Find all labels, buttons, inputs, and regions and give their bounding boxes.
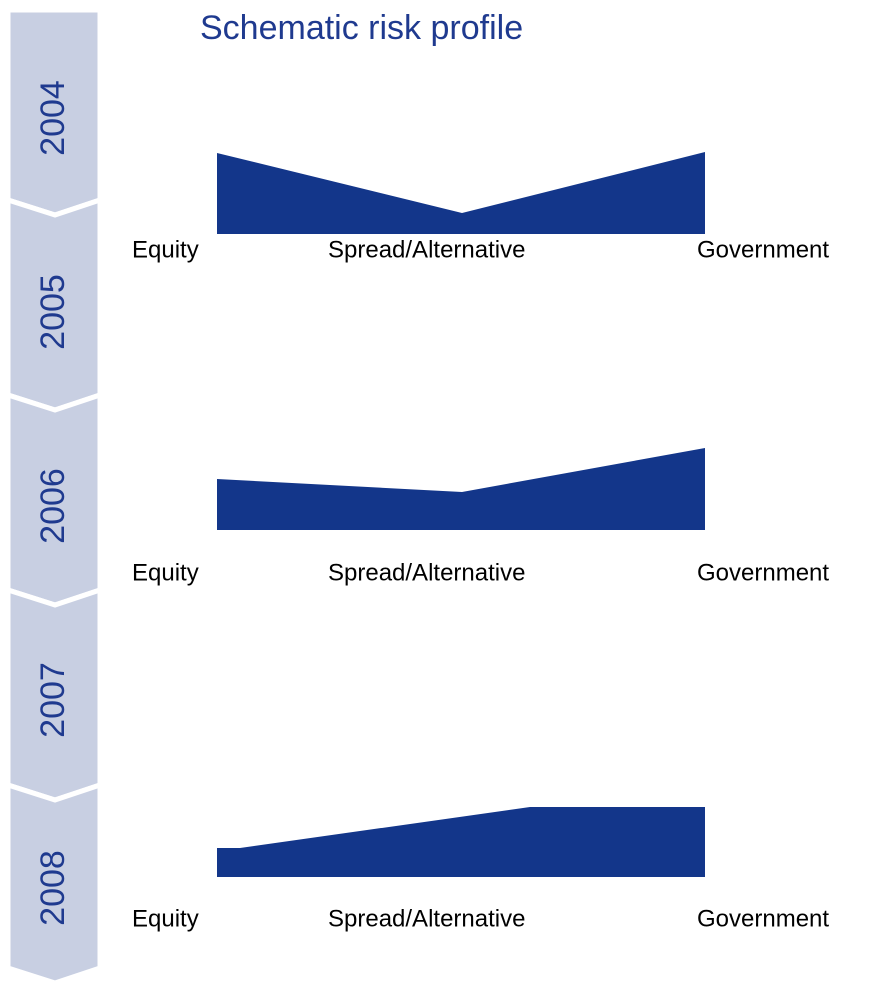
profile-label: Government [697,905,829,932]
profile-label: Equity [132,236,199,263]
risk-profile [217,448,705,530]
risk-profile [217,152,705,234]
year-label: 2008 [34,850,72,926]
profile-label: Equity [132,559,199,586]
profile-label: Spread/Alternative [328,905,525,932]
profile-label: Spread/Alternative [328,236,525,263]
year-label: 2004 [34,80,72,156]
profile-label: Spread/Alternative [328,559,525,586]
profile-label: Government [697,236,829,263]
timeline-segment [5,781,103,986]
year-label: 2007 [34,662,72,738]
profile-label: Equity [132,905,199,932]
timeline: 2004 2005 2006 2007 2008 [5,7,103,986]
risk-profile [217,807,705,877]
year-label: 2005 [34,274,72,350]
title: Schematic risk profile [200,9,523,47]
profile-label: Government [697,559,829,586]
year-label: 2006 [34,468,72,544]
